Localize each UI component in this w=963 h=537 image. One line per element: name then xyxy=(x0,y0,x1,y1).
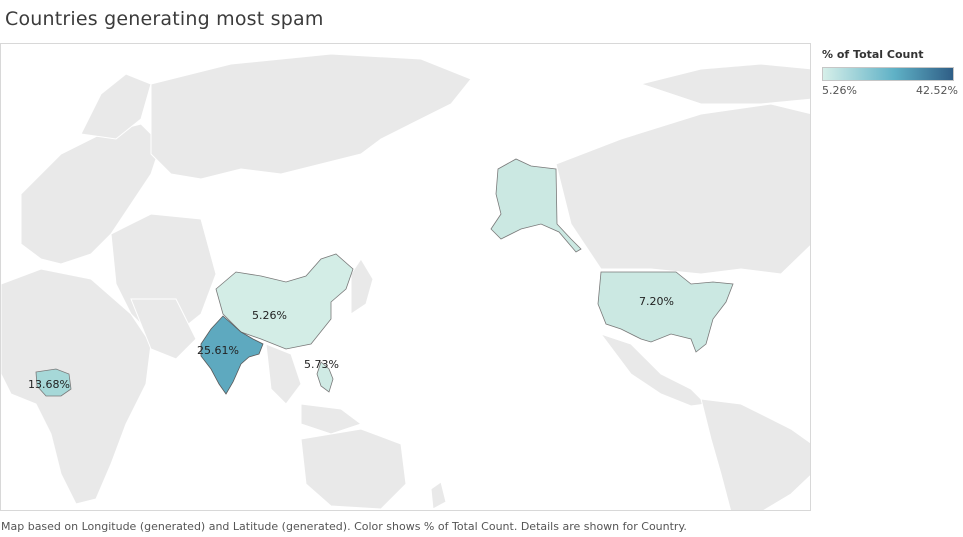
legend-min-label: 5.26% xyxy=(822,84,857,97)
country-usa[interactable] xyxy=(597,271,734,353)
country-philippines[interactable] xyxy=(316,361,334,393)
country-layer[interactable] xyxy=(35,158,734,397)
country-alaska[interactable] xyxy=(490,158,582,253)
country-india[interactable] xyxy=(200,315,264,395)
world-map[interactable]: 5.26% 25.61% 5.73% 13.68% 7.20% xyxy=(1,44,811,511)
base-land xyxy=(1,53,810,510)
map-caption: Map based on Longitude (generated) and L… xyxy=(1,520,687,533)
legend-gradient-bar xyxy=(822,67,954,81)
label-india: 25.61% xyxy=(197,344,239,357)
country-china[interactable] xyxy=(215,253,354,350)
country-labels: 5.26% 25.61% 5.73% 13.68% 7.20% xyxy=(28,295,674,391)
label-nigeria: 13.68% xyxy=(28,378,70,391)
legend-max-label: 42.52% xyxy=(916,84,958,97)
country-nigeria[interactable] xyxy=(35,368,72,397)
map-view[interactable]: 5.26% 25.61% 5.73% 13.68% 7.20% xyxy=(0,43,811,511)
legend-labels: 5.26% 42.52% xyxy=(822,84,958,97)
color-legend: % of Total Count 5.26% 42.52% xyxy=(822,48,962,97)
label-china: 5.26% xyxy=(252,309,287,322)
page-title: Countries generating most spam xyxy=(5,8,324,30)
label-philippines: 5.73% xyxy=(304,358,339,371)
legend-title: % of Total Count xyxy=(822,48,924,61)
label-usa: 7.20% xyxy=(639,295,674,308)
